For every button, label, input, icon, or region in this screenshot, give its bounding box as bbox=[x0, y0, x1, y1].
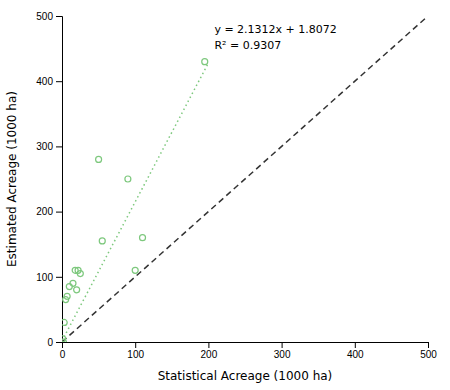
tick-label: 500 bbox=[36, 11, 53, 22]
scatter-point bbox=[70, 280, 76, 286]
scatter-point bbox=[96, 156, 102, 162]
line bbox=[62, 63, 208, 341]
scatter-point bbox=[64, 293, 70, 299]
tick-label: 500 bbox=[420, 349, 437, 360]
tick-mark bbox=[56, 146, 62, 147]
tick: 200 bbox=[201, 342, 218, 360]
tick-mark bbox=[56, 16, 62, 17]
tick-label: 300 bbox=[36, 141, 53, 152]
tick-mark bbox=[428, 342, 429, 348]
scatter-point bbox=[62, 319, 67, 325]
tick-label: 100 bbox=[36, 272, 53, 283]
tick-label: 300 bbox=[274, 349, 291, 360]
plot: 0 100 200 300 400 500 0 100 200 300 400 500 bbox=[36, 11, 437, 360]
tick: 0 bbox=[60, 342, 66, 360]
tick-label: 0 bbox=[47, 337, 53, 348]
tick-mark bbox=[56, 81, 62, 82]
tick-label: 0 bbox=[60, 349, 66, 360]
annotation-text: R² = 0.9307 bbox=[214, 39, 281, 52]
tick-label: 100 bbox=[127, 349, 144, 360]
tick-mark bbox=[282, 342, 283, 348]
tick: 400 bbox=[347, 342, 364, 360]
tick-mark bbox=[56, 277, 62, 278]
tick-label: 400 bbox=[347, 349, 364, 360]
tick: 400 bbox=[36, 76, 62, 87]
scatter-point bbox=[77, 271, 83, 277]
line bbox=[62, 16, 428, 342]
tick: 100 bbox=[127, 342, 144, 360]
chart-container: 0 100 200 300 400 500 0 100 200 300 400 500 Statisti… bbox=[0, 0, 450, 390]
tick-label: 200 bbox=[36, 206, 53, 217]
x-axis: 0 100 200 300 400 500 bbox=[60, 342, 438, 360]
annotation: y = 2.1312x + 1.8072 R² = 0.9307 bbox=[214, 23, 336, 52]
tick-mark bbox=[135, 342, 136, 348]
tick-mark bbox=[56, 342, 62, 343]
y-axis: 0 100 200 300 400 500 bbox=[36, 11, 62, 348]
scatter-point bbox=[140, 235, 146, 241]
y-axis-title: Estimated Acreage (1000 ha) bbox=[5, 91, 19, 267]
scatter-point bbox=[132, 267, 138, 273]
axis-line bbox=[56, 17, 63, 343]
tick-label: 400 bbox=[36, 76, 53, 87]
tick: 500 bbox=[420, 342, 437, 360]
x-axis-title: Statistical Acreage (1000 ha) bbox=[158, 369, 333, 383]
scatter-point bbox=[202, 59, 208, 65]
scatter-point bbox=[74, 287, 80, 293]
annotation-text: y = 2.1312x + 1.8072 bbox=[214, 23, 336, 36]
scatter-point bbox=[62, 339, 66, 342]
tick-mark bbox=[208, 342, 209, 348]
scatter-point bbox=[99, 238, 105, 244]
tick: 300 bbox=[274, 342, 291, 360]
tick: 500 bbox=[36, 11, 62, 22]
tick-label: 200 bbox=[201, 349, 218, 360]
axis-line bbox=[63, 343, 429, 349]
scatter-point bbox=[66, 284, 72, 290]
tick-mark bbox=[355, 342, 356, 348]
scatter-point bbox=[125, 176, 131, 182]
tick-mark bbox=[56, 212, 62, 213]
chart-svg: 0 100 200 300 400 500 0 100 200 300 400 500 Statisti… bbox=[0, 0, 450, 390]
tick: 300 bbox=[36, 141, 62, 152]
tick: 0 bbox=[47, 337, 62, 348]
tick: 100 bbox=[36, 272, 62, 283]
marks bbox=[62, 16, 428, 342]
tick: 200 bbox=[36, 206, 62, 217]
